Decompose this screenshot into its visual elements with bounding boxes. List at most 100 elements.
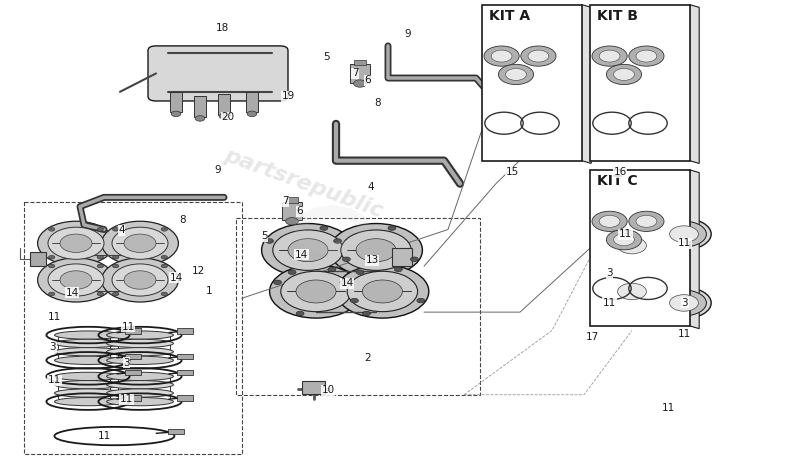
Bar	[178, 329, 194, 334]
Text: 19: 19	[282, 91, 294, 101]
Ellipse shape	[54, 397, 122, 406]
Circle shape	[274, 280, 282, 285]
Circle shape	[417, 298, 425, 303]
Text: 11: 11	[619, 229, 632, 239]
Text: 8: 8	[179, 215, 186, 225]
Circle shape	[354, 80, 366, 87]
Circle shape	[670, 226, 698, 242]
Bar	[350, 64, 370, 83]
Text: KIT C: KIT C	[597, 174, 638, 189]
Ellipse shape	[54, 381, 122, 389]
Circle shape	[102, 221, 178, 265]
Circle shape	[60, 234, 92, 252]
Circle shape	[662, 290, 706, 316]
Text: 14: 14	[170, 273, 182, 283]
Circle shape	[161, 228, 167, 231]
Bar	[126, 354, 142, 359]
Text: 7: 7	[282, 196, 289, 206]
Circle shape	[362, 311, 370, 316]
Ellipse shape	[54, 347, 122, 356]
Bar	[170, 92, 182, 112]
Circle shape	[113, 264, 119, 268]
Circle shape	[112, 227, 168, 259]
Circle shape	[605, 276, 659, 307]
Circle shape	[124, 271, 156, 289]
Polygon shape	[482, 5, 582, 161]
Polygon shape	[582, 5, 591, 163]
Text: 6: 6	[365, 75, 371, 85]
Bar	[126, 395, 142, 401]
Circle shape	[270, 265, 362, 318]
Circle shape	[614, 68, 634, 80]
Text: 9: 9	[405, 29, 411, 39]
Text: 14: 14	[341, 278, 354, 288]
Polygon shape	[690, 5, 699, 163]
Text: 3: 3	[682, 298, 688, 308]
Circle shape	[48, 227, 104, 259]
Circle shape	[102, 258, 178, 302]
Text: partsrepublic: partsrepublic	[222, 146, 386, 222]
Ellipse shape	[106, 347, 174, 356]
Circle shape	[49, 228, 55, 231]
Bar	[354, 60, 366, 65]
Circle shape	[219, 113, 229, 119]
Text: 14: 14	[295, 250, 308, 260]
Text: 8: 8	[374, 98, 381, 108]
Ellipse shape	[106, 339, 174, 347]
Ellipse shape	[106, 397, 174, 406]
Circle shape	[498, 64, 534, 84]
Text: 12: 12	[192, 266, 205, 276]
Text: 11: 11	[678, 238, 691, 248]
Text: 11: 11	[48, 312, 61, 322]
Circle shape	[97, 292, 103, 296]
Circle shape	[97, 228, 103, 231]
Circle shape	[410, 257, 418, 262]
Circle shape	[112, 264, 168, 296]
Circle shape	[60, 271, 92, 289]
Circle shape	[161, 255, 167, 259]
Circle shape	[614, 234, 634, 246]
Text: 7: 7	[352, 68, 358, 78]
Circle shape	[266, 239, 274, 243]
Circle shape	[161, 292, 167, 296]
Circle shape	[342, 257, 350, 262]
Bar	[24, 202, 242, 454]
Circle shape	[49, 255, 55, 259]
Text: 17: 17	[586, 332, 598, 342]
Circle shape	[629, 211, 664, 231]
Polygon shape	[590, 5, 690, 161]
Text: 11: 11	[98, 431, 110, 441]
Text: 10: 10	[322, 385, 334, 395]
Circle shape	[330, 224, 422, 277]
Text: 5: 5	[323, 52, 330, 62]
Circle shape	[288, 239, 328, 262]
Polygon shape	[690, 170, 699, 329]
Circle shape	[161, 264, 167, 268]
Circle shape	[528, 50, 549, 62]
Bar	[126, 370, 142, 375]
Text: 3: 3	[606, 268, 613, 278]
Circle shape	[356, 270, 364, 274]
Circle shape	[195, 116, 205, 121]
Circle shape	[171, 111, 181, 117]
Circle shape	[662, 221, 706, 247]
Ellipse shape	[106, 331, 174, 339]
Text: 4: 4	[118, 225, 125, 235]
Circle shape	[605, 230, 659, 261]
Text: 3: 3	[123, 358, 130, 368]
Text: 1: 1	[206, 286, 213, 297]
Bar	[282, 202, 302, 220]
Text: 5: 5	[261, 231, 267, 241]
Circle shape	[48, 264, 104, 296]
Text: 2: 2	[365, 353, 371, 363]
Circle shape	[356, 239, 396, 262]
Circle shape	[347, 271, 418, 312]
Circle shape	[606, 64, 642, 84]
Circle shape	[286, 218, 298, 225]
Circle shape	[484, 46, 519, 66]
Ellipse shape	[54, 372, 122, 381]
Circle shape	[636, 215, 657, 227]
Circle shape	[247, 111, 257, 117]
Circle shape	[606, 230, 642, 250]
Ellipse shape	[54, 389, 122, 397]
